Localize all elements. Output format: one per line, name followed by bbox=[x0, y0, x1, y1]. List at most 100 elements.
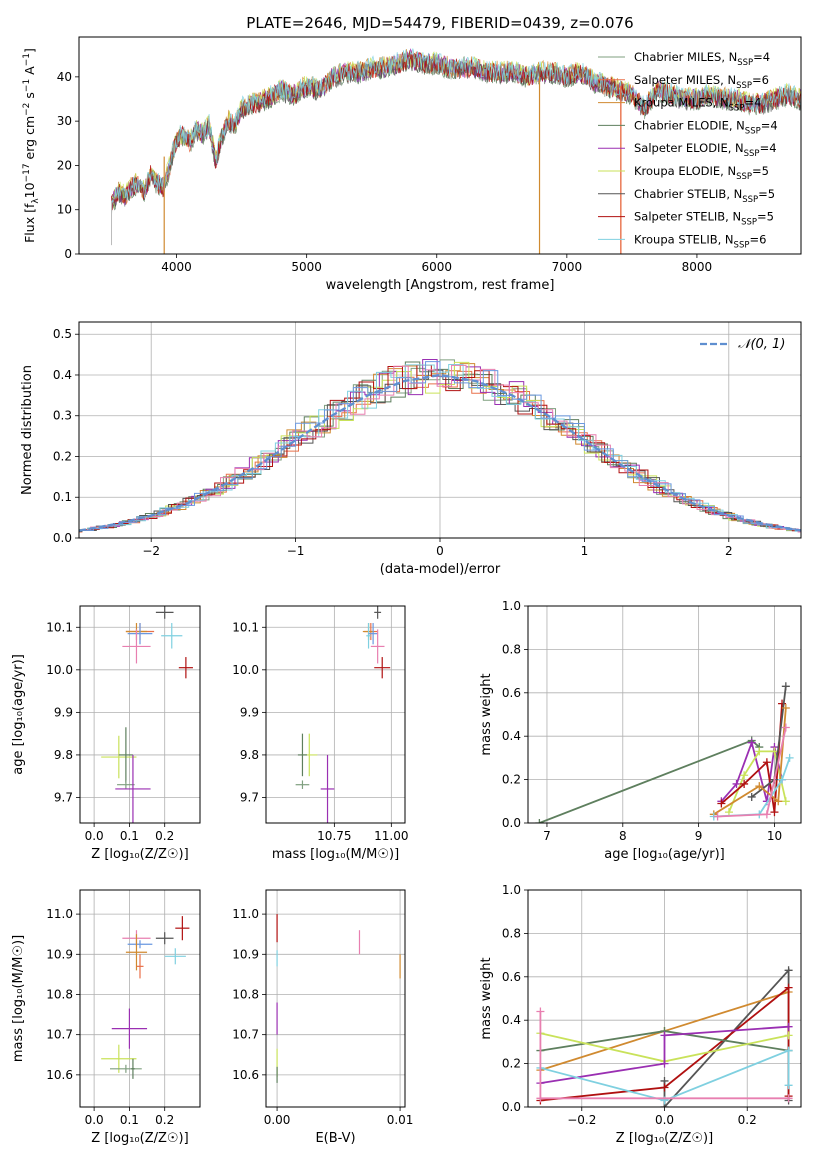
weight-marker bbox=[784, 1022, 793, 1031]
weight-vs-age-panel: 7 8 9 10 0.0 0.2 0.4 0.6 0.8 1.0 age [log₁₀(age/yr… bbox=[479, 599, 802, 862]
mass-vs-metallicity-panel: 0.0 0.1 0.2 10.6 10.7 10.8 10.9 11.0 Z [log₁₀(Z/… bbox=[11, 889, 201, 1146]
y-axis-label: mass weight bbox=[479, 673, 494, 755]
error-bar-point bbox=[161, 623, 183, 649]
y-tick-label: 0.6 bbox=[502, 686, 521, 700]
y-tick-label: 9.8 bbox=[240, 748, 259, 762]
legend-entry: Kroupa ELODIE, NSSP=5 bbox=[634, 164, 769, 182]
error-bar-point bbox=[110, 1064, 142, 1073]
y-axis-label-part: 10 bbox=[22, 182, 37, 198]
axes-frame bbox=[265, 605, 406, 824]
histogram-salpeter-stelib bbox=[79, 364, 801, 532]
error-bar-point bbox=[374, 606, 382, 619]
x-axis-label: (data-model)/error bbox=[380, 562, 501, 577]
y-tick-label: 9.8 bbox=[54, 748, 73, 762]
legend-entry-tail: =4 bbox=[753, 50, 770, 64]
y-tick-label: 0.5 bbox=[53, 327, 72, 341]
age-vs-mass-panel: 10.75 11.00 9.7 9.8 9.9 10.0 10.1 mass [log₁₀(M… bbox=[232, 605, 409, 862]
weight-marker bbox=[755, 747, 764, 756]
legend-entry: Salpeter MILES, NSSP=6 bbox=[634, 73, 769, 91]
y-tick-label: 0.4 bbox=[502, 729, 521, 743]
weight-marker bbox=[784, 1031, 793, 1040]
x-axis-label: E(B-V) bbox=[315, 1131, 355, 1146]
legend-entry: Salpeter ELODIE, NSSP=4 bbox=[634, 141, 777, 159]
y-tick-label: 10.6 bbox=[46, 1068, 73, 1082]
legend-entry-tail: =5 bbox=[757, 210, 774, 224]
weight-marker bbox=[660, 1031, 669, 1040]
legend-entry-sub: SSP bbox=[736, 172, 752, 182]
x-axis-label: Z [log₁₀(Z/Z☉)] bbox=[616, 1131, 713, 1146]
y-tick-label: 10.7 bbox=[46, 1028, 73, 1042]
weight-marker bbox=[660, 1083, 669, 1092]
error-bar-point bbox=[374, 657, 391, 679]
y-axis-label-part: s bbox=[22, 92, 37, 103]
legend-entry: Chabrier MILES, NSSP=4 bbox=[634, 50, 770, 68]
y-tick-label: 0.1 bbox=[53, 490, 72, 504]
weight-marker bbox=[781, 797, 790, 806]
y-axis-label-part: −17 bbox=[22, 163, 32, 182]
weight-vs-metallicity-panel: −0.2 0.0 0.2 0.0 0.2 0.4 0.6 0.8 1.0 Z [log₁₀(Z/Z… bbox=[479, 883, 802, 1146]
weight-marker bbox=[747, 738, 756, 747]
y-axis-label: mass [log₁₀(M/M☉)] bbox=[11, 935, 26, 1062]
y-tick-label: 10.0 bbox=[46, 663, 73, 677]
y-tick-label: 10.1 bbox=[46, 620, 73, 634]
y-axis-label: age [log₁₀(age/yr)] bbox=[11, 654, 26, 775]
y-tick-label: 10.6 bbox=[232, 1068, 259, 1082]
histogram-pink bbox=[79, 364, 801, 533]
error-bar-point bbox=[118, 727, 133, 783]
x-tick-label: 0.1 bbox=[120, 1113, 139, 1127]
error-bar-point bbox=[370, 629, 385, 664]
error-bar-point bbox=[368, 623, 378, 645]
y-axis-label-part: −1 bbox=[22, 53, 32, 66]
error-bar-point bbox=[178, 657, 193, 679]
x-tick-label: 0.2 bbox=[738, 1113, 757, 1127]
y-tick-label: 9.9 bbox=[240, 705, 259, 719]
x-tick-label: 10 bbox=[767, 829, 782, 843]
y-tick-label: 9.7 bbox=[54, 790, 73, 804]
weight-marker bbox=[785, 753, 794, 762]
x-tick-label: 6000 bbox=[421, 260, 452, 274]
legend-entry-tail: =5 bbox=[752, 164, 769, 178]
error-bar-point bbox=[295, 780, 310, 789]
weight-marker bbox=[724, 808, 733, 817]
legend-entry-base: Kroupa MILES, N bbox=[634, 96, 729, 110]
weight-marker bbox=[747, 792, 756, 801]
x-tick-label: 7 bbox=[543, 829, 551, 843]
x-axis-label: Z [log₁₀(Z/Z☉)] bbox=[91, 847, 188, 862]
error-bar-point bbox=[122, 629, 151, 664]
y-tick-label: 0.4 bbox=[53, 368, 72, 382]
legend-entry-tail: =4 bbox=[761, 118, 778, 132]
weight-marker bbox=[762, 810, 771, 819]
x-tick-label: −2 bbox=[142, 544, 160, 558]
y-tick-label: 0.0 bbox=[53, 531, 72, 545]
weight-line-kroupa-stelib bbox=[540, 1049, 790, 1102]
axes-frame bbox=[527, 889, 802, 1108]
y-axis-label-part: −1 bbox=[22, 79, 32, 92]
x-tick-label: 8 bbox=[619, 829, 627, 843]
error-bar-point bbox=[111, 1008, 148, 1049]
legend-entry-base: Chabrier MILES, N bbox=[634, 50, 737, 64]
legend-entry-base: Kroupa ELODIE, N bbox=[634, 164, 736, 178]
y-tick-label: 0.0 bbox=[502, 816, 521, 830]
x-tick-label: 1 bbox=[581, 544, 589, 558]
weight-marker bbox=[755, 782, 764, 791]
legend-entry: Kroupa MILES, NSSP=4 bbox=[634, 96, 761, 114]
weight-marker bbox=[774, 797, 783, 806]
y-tick-label: 0.3 bbox=[53, 409, 72, 423]
legend-entry-sub: SSP bbox=[742, 195, 758, 205]
weight-marker bbox=[778, 775, 787, 784]
legend-entry-tail: =4 bbox=[744, 96, 761, 110]
y-tick-label: 11.0 bbox=[46, 907, 73, 921]
x-tick-label: 0.2 bbox=[155, 829, 174, 843]
error-bar-point bbox=[175, 916, 190, 941]
error-bar-point bbox=[125, 934, 148, 971]
y-axis-label-part: A bbox=[22, 66, 37, 79]
age-vs-metallicity-panel: 0.0 0.1 0.2 9.7 9.8 9.9 10.0 10.1 Z [log₁₀(Z/Z☉)… bbox=[11, 605, 201, 862]
y-tick-label: 0 bbox=[64, 247, 72, 261]
y-axis-label-part: ] bbox=[22, 48, 37, 53]
error-bar-point bbox=[164, 948, 186, 965]
error-bar-point bbox=[136, 954, 144, 979]
x-tick-label: 0 bbox=[436, 544, 444, 558]
legend-entry-base: Salpeter MILES, N bbox=[634, 73, 736, 87]
y-tick-label: 40 bbox=[57, 70, 72, 84]
legend-entry-sub: SSP bbox=[729, 104, 745, 114]
